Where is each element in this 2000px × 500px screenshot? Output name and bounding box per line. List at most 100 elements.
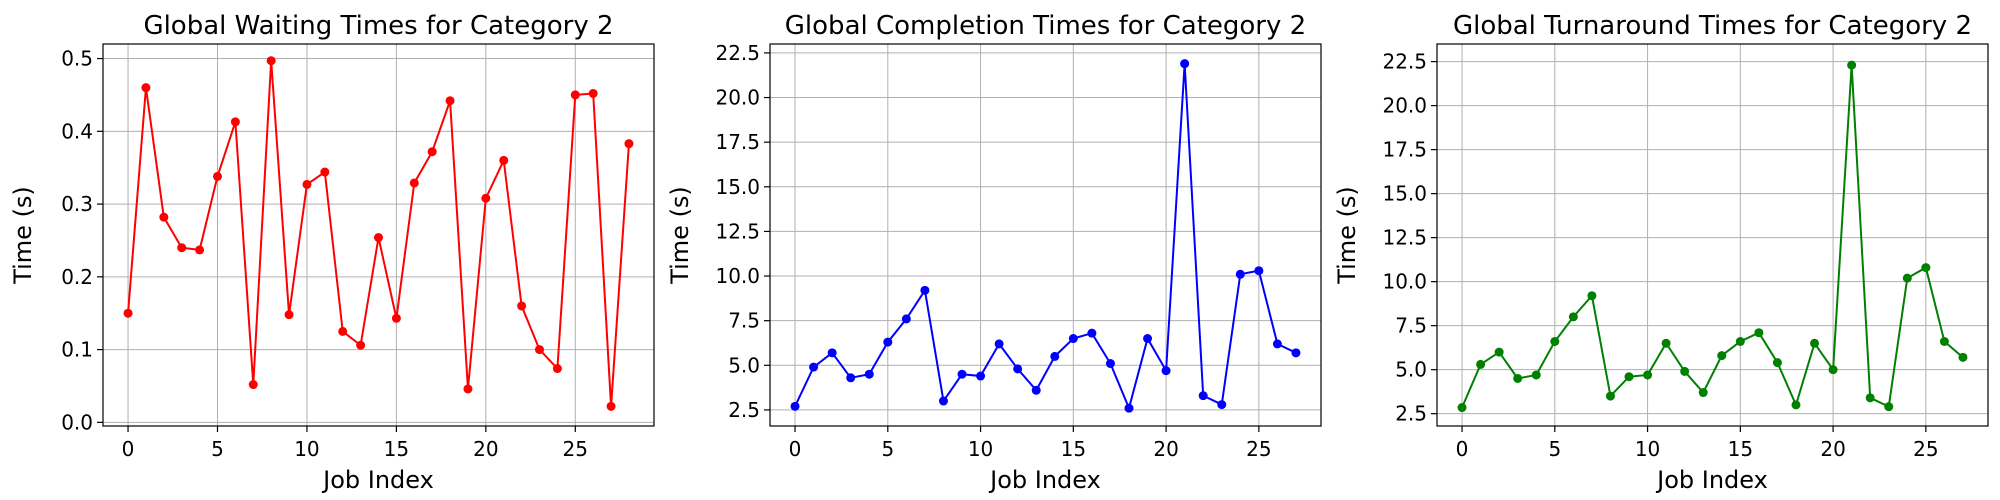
chart-panel-3: 0 5 10 15 20 25 2.5 5.0 7.5 10.0 12.5 15.0 17.5 20.0 2… [1333,11,1989,494]
y-tick-label: 20.0 [1382,94,1427,118]
y-tick-label: 10.0 [1382,270,1427,294]
x-tick-label: 0 [1456,437,1469,461]
plot-frame [102,43,655,427]
y-tick-label: 0.0 [61,410,93,434]
data-point [535,345,545,355]
data-point [445,96,455,106]
x-tick-label: 5 [211,437,224,461]
data-point [1180,59,1190,69]
data-point [230,117,240,127]
y-axis-label: Time (s) [666,186,694,285]
data-point [177,243,187,253]
data-point [1772,358,1782,368]
data-point [1810,338,1820,348]
series-line [1461,65,1964,409]
data-point [302,179,312,189]
data-point [1791,400,1801,410]
x-axis-label: Job Index [988,466,1101,494]
y-tick-label: 2.5 [728,398,760,422]
data-point [1587,291,1597,301]
y-tick-label: 20.0 [715,86,760,110]
x-tick-label: 15 [1728,437,1753,461]
data-point [1105,359,1115,369]
x-tick-label: 25 [563,437,588,461]
chart-panel-1: 0 5 10 15 20 25 0.0 0.1 0.2 0.3 0.4 0.5 Global Waiti… [9,11,655,494]
data-point [1958,352,1968,362]
data-point [1513,373,1523,383]
chart-title: Global Completion Times for Category 2 [785,11,1306,41]
y-tick-label: 12.5 [1382,226,1427,250]
x-tick-label: 25 [1913,437,1938,461]
data-point [1272,339,1282,349]
data-point [920,285,930,295]
data-point [1124,403,1134,413]
data-point [846,373,856,383]
data-point [517,301,527,311]
data-point [1013,364,1023,374]
data-point [1550,337,1560,347]
x-tick-label: 15 [384,437,409,461]
data-point [212,171,222,181]
series-line [794,63,1297,412]
y-tick-label: 10.0 [715,264,760,288]
data-point [1494,347,1504,357]
data-point [552,364,562,374]
y-tick-label: 22.5 [1382,50,1427,74]
data-point [606,401,616,411]
data-point [338,326,348,336]
x-tick-label: 5 [1548,437,1561,461]
data-point [1531,370,1541,380]
data-point [994,339,1004,349]
y-tick-label: 2.5 [1395,402,1427,426]
data-point [499,155,509,165]
data-point [1939,337,1949,347]
y-tick-label: 0.1 [61,338,93,362]
data-point [1198,391,1208,401]
data-point [809,362,819,372]
x-tick-label: 20 [473,437,498,461]
data-point [1217,400,1227,410]
data-point [1643,370,1653,380]
data-point [248,380,258,390]
data-point [1624,372,1634,382]
x-tick-label: 5 [881,437,894,461]
y-tick-label: 15.0 [1382,182,1427,206]
y-tick-label: 7.5 [1395,314,1427,338]
data-point [1847,60,1857,70]
data-point [123,308,133,318]
y-tick-label: 17.5 [1382,138,1427,162]
x-tick-label: 10 [294,437,319,461]
data-point [1921,263,1931,273]
y-tick-label: 15.0 [715,175,760,199]
data-point [1754,328,1764,338]
data-point [976,371,986,381]
data-point [570,90,580,100]
data-point [864,369,874,379]
data-point [481,193,491,203]
data-point [1605,391,1615,401]
data-point [1143,334,1153,344]
data-point [1661,338,1671,348]
y-tick-label: 0.3 [61,192,93,216]
data-point [1050,351,1060,361]
x-tick-label: 0 [789,437,802,461]
data-point [141,83,151,93]
x-tick-label: 15 [1061,437,1086,461]
data-point [356,340,366,350]
data-point [1680,366,1690,376]
y-tick-label: 22.5 [715,41,760,65]
data-point [391,313,401,323]
data-point [374,233,383,243]
data-point [1735,337,1745,347]
chart-panel-2: 0 5 10 15 20 25 2.5 5.0 7.5 10.0 12.5 15.0 17.5 20.0 2… [666,11,1322,494]
data-point [1476,359,1486,369]
data-point [790,401,800,411]
data-point [1698,388,1708,398]
data-point [1291,348,1301,358]
data-point [1161,366,1171,376]
data-point [588,88,598,98]
data-point [1235,269,1245,279]
y-tick-label: 7.5 [728,309,760,333]
data-point [1568,312,1578,322]
